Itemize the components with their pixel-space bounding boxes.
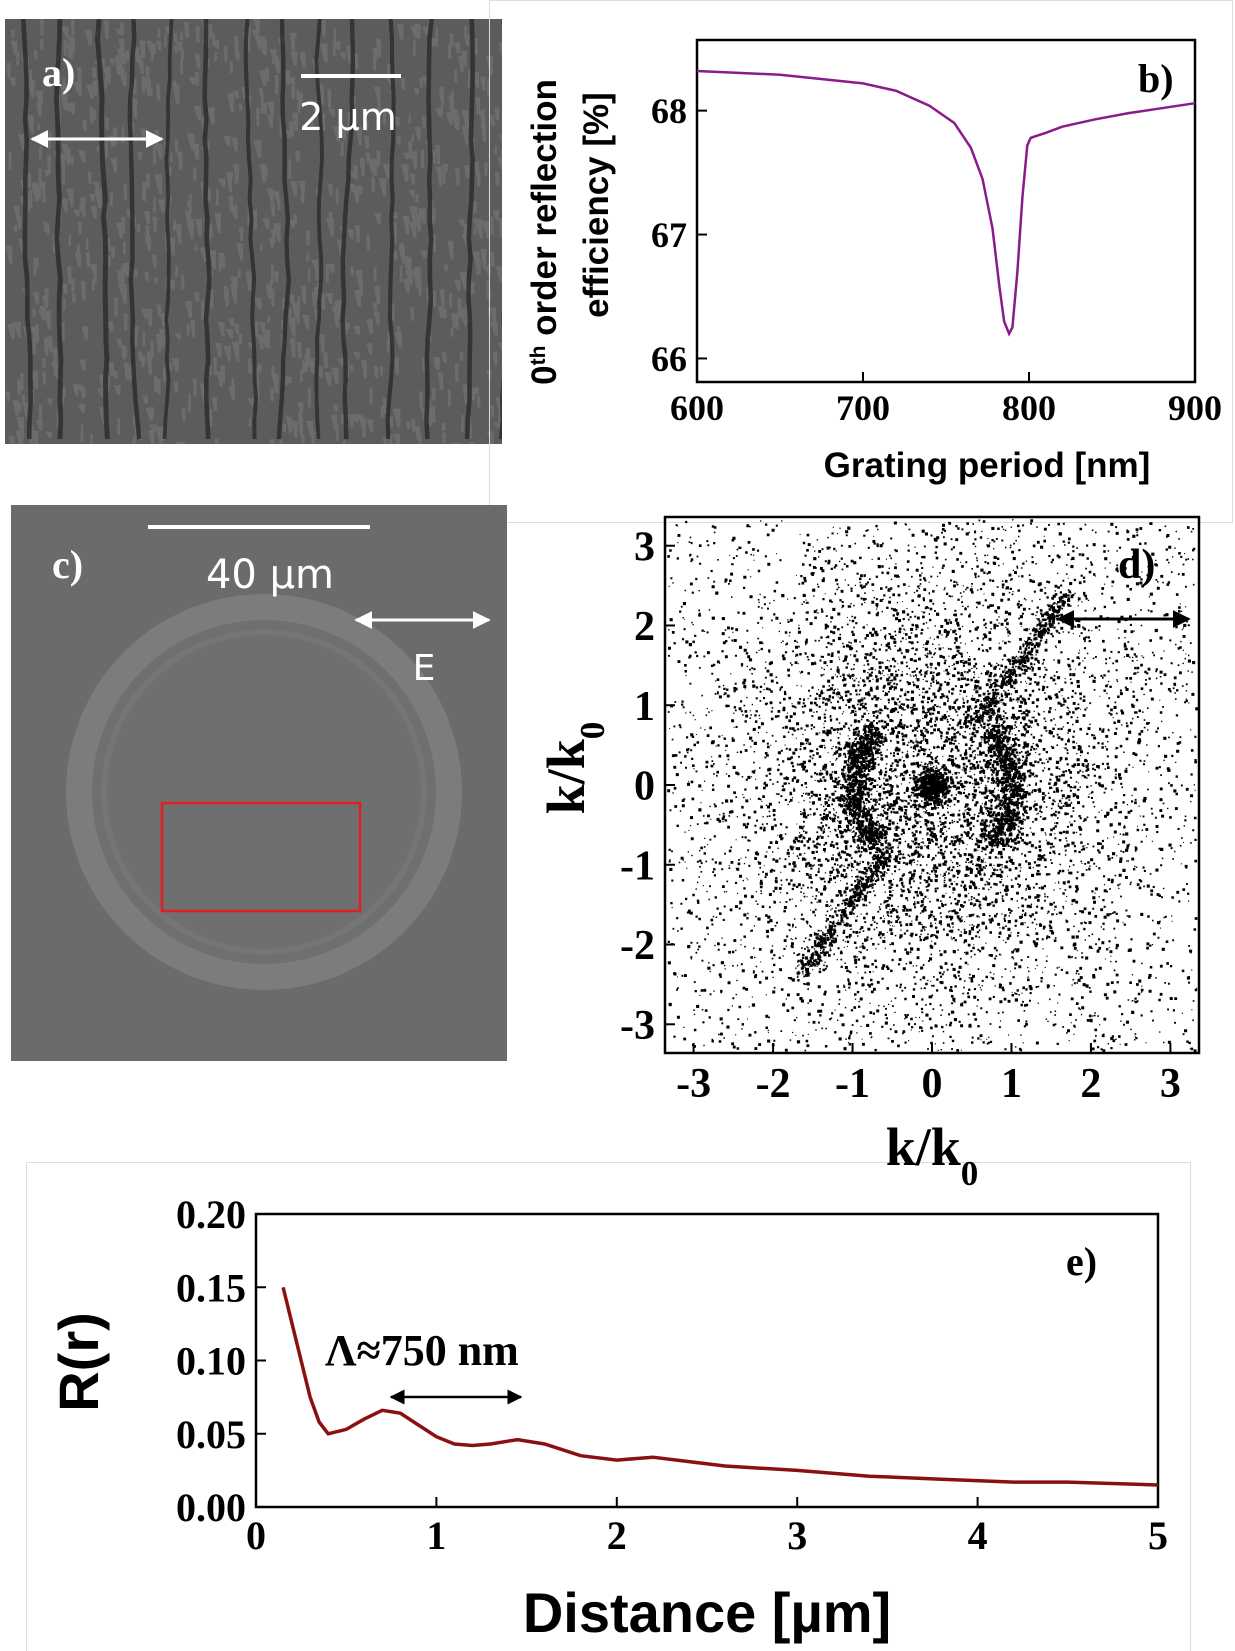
x-axis-label: Distance [µm] <box>523 1581 891 1644</box>
crater-rim <box>101 629 427 955</box>
y-tick-label: 0.10 <box>176 1339 246 1384</box>
x-tick-label: 3 <box>1160 1061 1181 1107</box>
x-tick-label: 0 <box>922 1061 943 1107</box>
sem-texture <box>5 19 502 444</box>
x-axis-label: Grating period [nm] <box>824 446 1151 485</box>
label-part: 0 <box>961 1154 979 1193</box>
x-tick-label: 600 <box>670 388 724 428</box>
sem-stripe <box>95 19 110 440</box>
label-part: 0 <box>525 365 564 384</box>
panel-label: a) <box>42 50 75 95</box>
panel-label: b) <box>1138 56 1174 101</box>
label-part: k/k <box>536 739 596 814</box>
y-tick-label: 0 <box>634 764 655 810</box>
y-tick-label: 3 <box>634 524 655 570</box>
x-tick-label: -2 <box>756 1061 791 1107</box>
x-tick-label: 900 <box>1168 388 1222 428</box>
panel-frame <box>489 0 1233 523</box>
y-tick-label: 67 <box>651 215 687 255</box>
sem-stripe <box>202 19 212 440</box>
sem-stripe <box>385 19 396 440</box>
sem-stripe <box>464 19 475 440</box>
y-tick-label: 0.20 <box>176 1192 246 1237</box>
sem-stripe <box>340 19 356 440</box>
fft-speckle <box>667 519 1199 1053</box>
y-tick-label: 68 <box>651 91 687 131</box>
x-tick-label: -3 <box>676 1061 711 1107</box>
scale-label: 2 µm <box>299 95 396 139</box>
x-tick-label: 800 <box>1002 388 1056 428</box>
y-tick-label: 0.15 <box>176 1265 246 1310</box>
sem-stripe <box>424 19 434 440</box>
sem-stripe <box>162 19 174 440</box>
y-tick-label: -1 <box>620 843 655 889</box>
x-axis-label: k/k0 <box>886 1117 979 1193</box>
annotation: Λ≈750 nm <box>325 1326 519 1375</box>
sem-stripe <box>499 19 502 440</box>
x-tick-label: 1 <box>1001 1061 1022 1107</box>
label-part: 0 <box>573 722 612 740</box>
x-tick-label: 3 <box>787 1513 807 1558</box>
label-part: order reflection <box>525 79 564 345</box>
data-line <box>281 1286 1159 1487</box>
sem-stripe <box>127 19 142 440</box>
x-tick-label: 5 <box>1148 1513 1168 1558</box>
y-axis-label: k/k0 <box>536 722 612 815</box>
data-line <box>696 69 1196 337</box>
y-tick-label: 0.00 <box>176 1485 246 1530</box>
crater <box>66 594 462 990</box>
y-tick-label: 1 <box>634 684 655 730</box>
panel-label: e) <box>1066 1239 1097 1284</box>
label-part: th <box>527 346 550 366</box>
panel-label: d) <box>1118 542 1155 588</box>
x-tick-label: -1 <box>835 1061 870 1107</box>
sem-stripe <box>21 19 34 440</box>
sem-stripe <box>276 19 291 440</box>
panel-label: c) <box>52 542 83 587</box>
x-tick-label: 700 <box>836 388 890 428</box>
sem-stripe <box>243 19 259 440</box>
y-tick-label: -3 <box>620 1003 655 1049</box>
y-axis-label: R(r) <box>47 1312 110 1412</box>
y-tick-label: 0.05 <box>176 1412 246 1457</box>
x-tick-label: 4 <box>968 1513 988 1558</box>
label-part: k/k <box>886 1117 961 1177</box>
x-tick-label: 1 <box>426 1513 446 1558</box>
x-tick-label: 2 <box>1080 1061 1101 1107</box>
y-axis-label: 0th order reflection <box>525 79 564 385</box>
y-axis-label: efficiency [%] <box>577 92 616 318</box>
sem-stripe <box>314 19 324 440</box>
roi-box <box>160 801 362 913</box>
y-tick-label: -2 <box>620 923 655 969</box>
sem-stripe <box>54 19 64 440</box>
x-tick-label: 2 <box>607 1513 627 1558</box>
field-label: E <box>413 648 436 689</box>
y-tick-label: 66 <box>651 339 687 379</box>
x-tick-label: 0 <box>246 1513 266 1558</box>
panel-frame <box>26 1162 1191 1651</box>
scale-label: 40 µm <box>206 552 334 598</box>
y-tick-label: 2 <box>634 604 655 650</box>
plot-frame <box>695 38 1197 384</box>
